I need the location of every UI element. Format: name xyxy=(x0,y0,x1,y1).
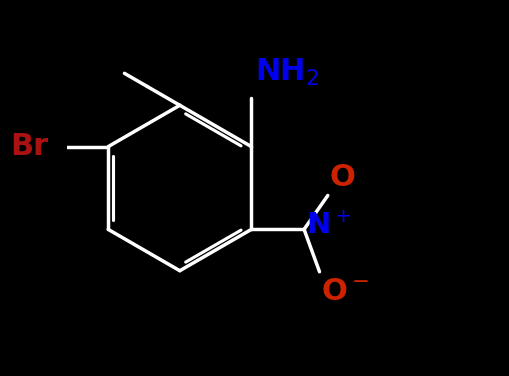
Text: NH$_2$: NH$_2$ xyxy=(254,57,319,88)
Text: N$^+$: N$^+$ xyxy=(305,212,351,240)
Text: O$^-$: O$^-$ xyxy=(321,277,369,306)
Text: O: O xyxy=(329,163,355,192)
Text: Br: Br xyxy=(10,132,48,161)
